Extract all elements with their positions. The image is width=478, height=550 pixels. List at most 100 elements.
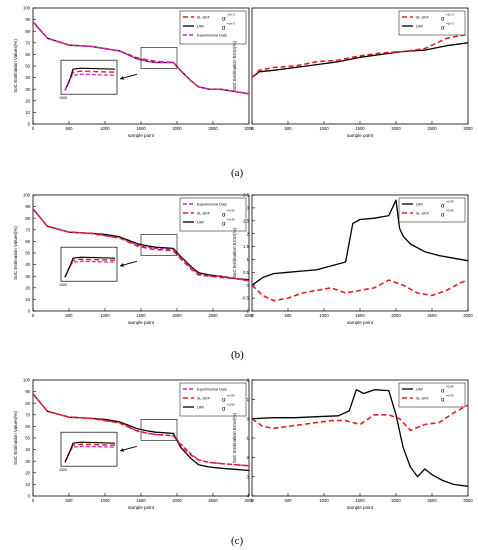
inset-series-line bbox=[64, 258, 116, 278]
y-tick-label: 70 bbox=[25, 40, 30, 45]
y-tick-label: 2 bbox=[247, 231, 250, 236]
y-tick-label: 20 bbox=[25, 285, 30, 290]
x-axis-label: sample point bbox=[347, 320, 374, 325]
x-tick-label: 500 bbox=[66, 498, 74, 503]
legend-label: SL-UKF bbox=[197, 16, 211, 20]
legend-alpha-sup: =0.90 bbox=[227, 403, 235, 407]
x-tick-label: 2000 bbox=[391, 498, 401, 503]
series-line-sl-ukf bbox=[33, 393, 249, 467]
legend-label: Experimental Data bbox=[197, 203, 227, 207]
x-tick-label: 0 bbox=[32, 313, 35, 318]
legend-label: UKF bbox=[197, 25, 205, 29]
series-line-ukf bbox=[252, 199, 468, 286]
series-line-sl-ukf bbox=[33, 208, 249, 282]
x-tick-label: 1000 bbox=[319, 126, 329, 131]
legend-alpha: α bbox=[222, 398, 226, 404]
x-tick-label: 500 bbox=[66, 313, 74, 318]
legend-alpha: α bbox=[441, 398, 445, 404]
legend-label: SL-UKF bbox=[416, 212, 430, 216]
legend-alpha-sup: =0.45 bbox=[227, 209, 235, 213]
y-tick-label: 30 bbox=[25, 274, 30, 279]
legend-alpha: α bbox=[441, 213, 445, 219]
y-axis-label: SoC Estimation Values(%) bbox=[13, 226, 18, 280]
legend-label: UKF bbox=[416, 388, 424, 392]
y-tick-label: 80 bbox=[25, 216, 30, 221]
x-axis-label: sample point bbox=[128, 505, 155, 510]
x-tick-label: 0 bbox=[32, 126, 35, 131]
x-tick-label: 0 bbox=[251, 498, 254, 503]
y-tick-label: 50 bbox=[25, 64, 30, 69]
inset-series-line bbox=[64, 73, 116, 91]
x-tick-label: 0 bbox=[251, 313, 254, 318]
x-tick-label: 1500 bbox=[136, 498, 146, 503]
inset-series-line bbox=[64, 443, 116, 463]
x-tick-label: 2500 bbox=[208, 126, 218, 131]
y-tick-label: 3.5 bbox=[243, 193, 249, 198]
inset-label: 1500 bbox=[59, 96, 67, 100]
legend-alpha: α bbox=[441, 389, 445, 395]
y-tick-label: 20 bbox=[25, 470, 30, 475]
y-tick-label: 1 bbox=[247, 257, 250, 262]
x-tick-label: 1500 bbox=[355, 498, 365, 503]
legend-alpha: α bbox=[222, 222, 226, 228]
caption-b: (b) bbox=[231, 349, 244, 361]
legend-label: UKF bbox=[416, 203, 424, 207]
legend-label: SL-UKF bbox=[416, 16, 430, 20]
zoom-arrow-head bbox=[120, 263, 124, 267]
x-tick-label: 2500 bbox=[208, 498, 218, 503]
zoom-arrow-head bbox=[120, 448, 124, 452]
x-tick-label: 3000 bbox=[463, 498, 473, 503]
y-axis-label: SoC Estimation Error(%) bbox=[232, 412, 237, 463]
y-tick-label: 90 bbox=[25, 204, 30, 209]
legend-alpha-sup: =0.90 bbox=[227, 394, 235, 398]
caption-a: (a) bbox=[231, 167, 244, 179]
x-tick-label: 2500 bbox=[208, 313, 218, 318]
x-axis-label: sample point bbox=[347, 505, 374, 510]
y-tick-label: 70 bbox=[25, 227, 30, 232]
x-tick-label: 1500 bbox=[355, 313, 365, 318]
legend-label: UKF bbox=[416, 25, 424, 29]
y-tick-label: 90 bbox=[25, 17, 30, 22]
legend-alpha-sup: =0.45 bbox=[227, 218, 235, 222]
y-axis-label: SoC Estimation Error(%) bbox=[232, 227, 237, 278]
series-line-experimental-data bbox=[33, 21, 249, 95]
inset-series-line bbox=[64, 67, 116, 91]
y-tick-label: 40 bbox=[25, 75, 30, 80]
zoom-region bbox=[140, 419, 178, 441]
y-tick-label: 0 bbox=[247, 283, 250, 288]
legend-alpha: α bbox=[222, 213, 226, 219]
y-tick-label: 90 bbox=[25, 389, 30, 394]
legend-label: UKF bbox=[197, 406, 205, 410]
zoom-arrow-head bbox=[120, 76, 124, 80]
x-tick-label: 2500 bbox=[427, 313, 437, 318]
legend-alpha: α bbox=[441, 26, 445, 32]
x-tick-label: 500 bbox=[285, 126, 293, 131]
y-axis-label: SoC Estimation Error(%) bbox=[232, 40, 237, 91]
x-tick-label: 1500 bbox=[136, 126, 146, 131]
y-tick-label: 80 bbox=[25, 29, 30, 34]
legend-alpha-sup: =1e-3 bbox=[446, 13, 454, 17]
y-tick-label: 60 bbox=[25, 239, 30, 244]
y-tick-label: 80 bbox=[25, 401, 30, 406]
y-tick-label: 20 bbox=[25, 98, 30, 103]
y-tick-label: 10 bbox=[25, 297, 30, 302]
legend-alpha-sup: =1e-3 bbox=[227, 13, 235, 17]
legend-label: SL-UKF bbox=[197, 212, 211, 216]
y-tick-label: 70 bbox=[25, 412, 30, 417]
chart-5: -4 -3 -2 -1 0 1 2 0 500 1000 1500 2000 2500 3000 sampl… bbox=[232, 378, 473, 510]
zoom-region bbox=[140, 47, 178, 69]
legend-label: UKF bbox=[197, 221, 205, 225]
y-tick-label: 100 bbox=[23, 6, 31, 11]
y-tick-label: 0 bbox=[28, 494, 31, 499]
legend-label: Experimental Data bbox=[197, 388, 227, 392]
x-tick-label: 3000 bbox=[244, 126, 254, 131]
x-tick-label: 0 bbox=[32, 498, 35, 503]
x-tick-label: 1000 bbox=[100, 313, 110, 318]
x-tick-label: 2000 bbox=[172, 126, 182, 131]
legend-box bbox=[398, 10, 466, 36]
x-axis-label: sample point bbox=[128, 133, 155, 138]
inset-series-line bbox=[64, 70, 116, 91]
x-tick-label: 1500 bbox=[355, 126, 365, 131]
